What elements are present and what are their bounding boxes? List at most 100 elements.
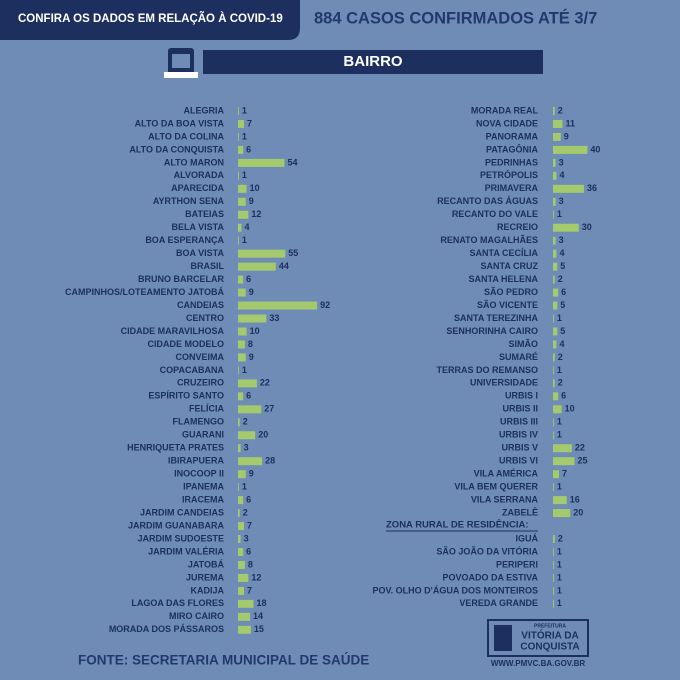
value-label: 28 xyxy=(265,456,275,466)
category-label: ALVORADA xyxy=(174,170,225,180)
category-label: JARDIM VALÉRIA xyxy=(148,546,224,556)
category-label: VEREDA GRANDE xyxy=(459,598,538,608)
value-label: 2 xyxy=(558,274,563,284)
category-label: MORADA DOS PÁSSAROS xyxy=(109,624,224,634)
bar xyxy=(553,275,555,284)
value-label: 40 xyxy=(590,144,600,154)
bar xyxy=(238,392,244,401)
bar xyxy=(238,158,285,167)
value-label: 1 xyxy=(557,482,562,492)
bar xyxy=(238,171,239,180)
value-label: 22 xyxy=(575,443,585,453)
value-label: 7 xyxy=(247,520,252,530)
category-label: IBIRAPUERA xyxy=(168,456,225,466)
category-label: JUREMA xyxy=(186,572,225,582)
footer-source: FONTE: SECRETARIA MUNICIPAL DE SAÚDE xyxy=(78,653,369,668)
category-label: LAGOA DAS FLORES xyxy=(131,598,224,608)
bar xyxy=(553,599,554,608)
value-label: 4 xyxy=(559,248,564,258)
value-label: 36 xyxy=(587,183,597,193)
value-label: 55 xyxy=(288,248,298,258)
category-label: BOA ESPERANÇA xyxy=(145,235,224,245)
bar xyxy=(238,223,242,232)
category-label: VILA SERRANA xyxy=(471,494,539,504)
value-label: 9 xyxy=(249,469,254,479)
category-label: ZABELÊ xyxy=(502,506,538,517)
value-label: 3 xyxy=(559,157,564,167)
bar xyxy=(553,340,557,349)
section-title: BAIRRO xyxy=(343,53,402,70)
category-label: BATEIAS xyxy=(185,209,224,219)
value-label: 12 xyxy=(251,572,261,582)
category-label: URBIS I xyxy=(505,391,538,401)
header-left: CONFIRA OS DADOS EM RELAÇÃO À COVID-19 xyxy=(18,12,283,25)
bar xyxy=(553,158,556,167)
bar xyxy=(238,119,245,128)
value-label: 1 xyxy=(557,417,562,427)
bar xyxy=(238,522,245,531)
category-label: URBIS IV xyxy=(499,430,538,440)
bar xyxy=(553,236,556,245)
category-label: MIRO CAIRO xyxy=(169,611,224,621)
value-label: 3 xyxy=(244,443,249,453)
bar xyxy=(553,444,572,453)
category-label: SANTA CRUZ xyxy=(481,261,539,271)
bar xyxy=(553,107,555,115)
category-label: ALTO DA BOA VISTA xyxy=(135,118,225,128)
value-label: 1 xyxy=(242,365,247,375)
logo: PREFEITURA VITÓRIA DA CONQUISTA WWW.PMVC… xyxy=(487,619,589,668)
bar xyxy=(553,353,555,362)
value-label: 44 xyxy=(279,261,289,271)
value-label: 5 xyxy=(560,326,565,336)
value-label: 1 xyxy=(557,598,562,608)
category-label: FLAMENGO xyxy=(173,417,225,427)
value-label: 1 xyxy=(557,585,562,595)
value-label: 2 xyxy=(243,507,248,517)
value-label: 54 xyxy=(287,157,297,167)
category-label: JARDIM CANDEIAS xyxy=(140,507,224,517)
bar xyxy=(553,288,559,297)
category-label: ESPÍRITO SANTO xyxy=(148,391,224,401)
category-label: ALEGRIA xyxy=(184,105,225,115)
category-label: VILA AMÉRICA xyxy=(474,469,539,479)
value-label: 22 xyxy=(260,378,270,388)
header-right: 884 CASOS CONFIRMADOS ATÉ 3/7 xyxy=(314,8,597,27)
category-label: BRASIL xyxy=(191,261,225,271)
category-label: IPANEMA xyxy=(183,482,224,492)
category-label: CONVEIMA xyxy=(175,352,224,362)
bar xyxy=(553,573,554,582)
value-label: 6 xyxy=(246,494,251,504)
category-label: TERRAS DO REMANSO xyxy=(436,365,538,375)
category-label: RECANTO DO VALE xyxy=(452,209,538,219)
value-label: 6 xyxy=(246,274,251,284)
bar xyxy=(238,301,318,310)
category-label: POV. OLHO D'ÁGUA DOS MONTEIROS xyxy=(373,585,539,595)
category-label: JATOBÁ xyxy=(188,559,225,569)
value-label: 7 xyxy=(562,469,567,479)
value-label: 30 xyxy=(582,222,592,232)
bar xyxy=(553,197,556,206)
bar xyxy=(553,249,557,258)
value-label: 9 xyxy=(249,287,254,297)
url: WWW.PMVC.BA.GOV.BR xyxy=(491,659,586,668)
bar xyxy=(553,457,575,466)
category-label: APARECIDA xyxy=(171,183,224,193)
value-label: 11 xyxy=(565,118,575,128)
value-label: 5 xyxy=(560,300,565,310)
value-label: 9 xyxy=(249,196,254,206)
category-label: SANTA CECÍLIA xyxy=(470,248,539,258)
category-label: SÃO VICENTE xyxy=(477,300,538,310)
category-label: GUARANI xyxy=(182,430,224,440)
value-label: 2 xyxy=(558,378,563,388)
category-label: SANTA TEREZINHA xyxy=(454,313,538,323)
category-label: AYRTHON SENA xyxy=(153,196,225,206)
value-label: 9 xyxy=(564,131,569,141)
bar xyxy=(553,379,555,388)
value-label: 8 xyxy=(248,339,253,349)
value-label: 2 xyxy=(558,533,563,543)
category-label: CANDEIAS xyxy=(177,300,224,310)
bar xyxy=(553,547,554,556)
